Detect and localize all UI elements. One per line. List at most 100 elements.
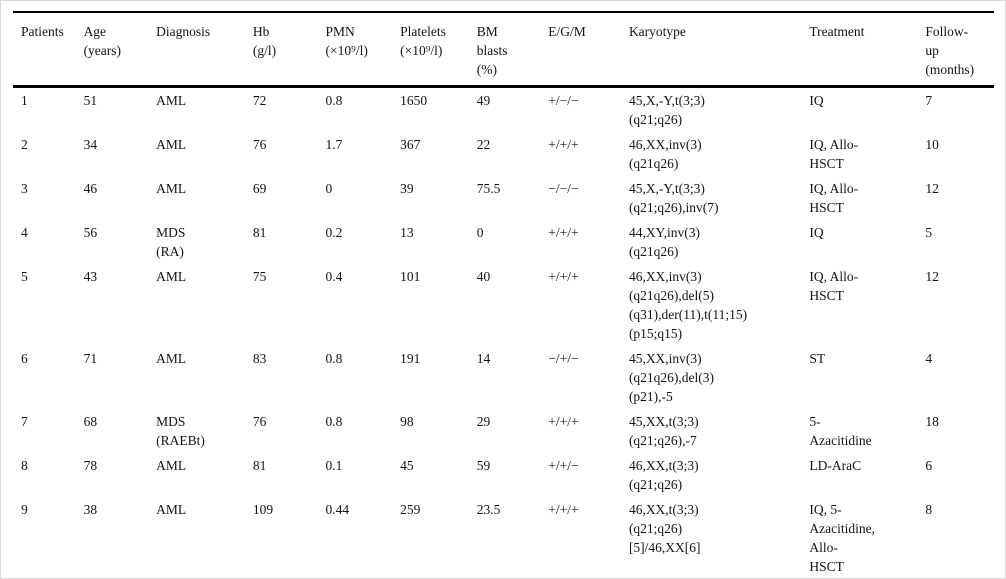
cell-pmn: 0 [325, 181, 333, 196]
cell-bm_blasts: 40 [476, 269, 491, 284]
cell-hb: 69 [252, 181, 267, 196]
cell-egm: +/+/+ [548, 414, 579, 429]
cell-platelets: 45 [400, 458, 414, 473]
cell-patients: 8 [21, 458, 28, 473]
cell-diagnosis: AML [156, 269, 187, 284]
column-header-age: Age (years) [83, 12, 157, 88]
cell-karyotype: 46,XX,inv(3) (q21q26),del(5) (q31),der(1… [628, 269, 748, 341]
column-header-patients: Patients [13, 12, 84, 88]
column-header-bm-blasts: BM blasts (%) [476, 12, 549, 88]
table-row: 9 38 AML 109 0.44 259 23.5 +/+/+ 46,XX,t(3;3) (q… [13, 497, 994, 578]
cell-patients: 9 [21, 502, 28, 517]
table-body: 1 51 AML 72 0.8 1650 49 +/−/− 45,X,-Y,t(3;3) (q2… [13, 87, 994, 579]
column-header-egm: E/G/M [548, 12, 629, 88]
cell-egm: −/+/− [548, 351, 579, 366]
cell-platelets: 98 [400, 414, 414, 429]
cell-hb: 75 [252, 269, 267, 284]
cell-treatment: IQ, Allo- HSCT [809, 181, 859, 215]
table-row: 7 68 MDS (RAEBt) 76 0.8 98 29 +/+/+ 45,XX,t(3;3)… [13, 409, 994, 453]
cell-hb: 72 [252, 93, 267, 108]
cell-bm_blasts: 0 [476, 225, 484, 240]
cell-platelets: 191 [400, 351, 421, 366]
table-row: 8 78 AML 81 0.1 45 59 +/+/− 46,XX,t(3;3) (q21;q2… [13, 453, 994, 497]
cell-patients: 3 [21, 181, 28, 196]
table-header: Patients Age (years) Diagnosis Hb (g/l) … [13, 12, 994, 88]
cell-karyotype: 46,XX,inv(3) (q21q26) [628, 137, 702, 171]
cell-karyotype: 44,XY,inv(3) (q21q26) [628, 225, 700, 259]
cell-hb: 83 [252, 351, 267, 366]
cell-treatment: 5- Azacitidine [809, 414, 872, 448]
cell-hb: 81 [252, 225, 267, 240]
cell-pmn: 0.2 [325, 225, 343, 240]
cell-pmn: 0.4 [325, 269, 343, 284]
cell-karyotype: 46,XX,t(3;3) (q21;q26) [5]/46,XX[6] [628, 502, 701, 555]
cell-diagnosis: AML [156, 93, 187, 108]
cell-bm_blasts: 59 [476, 458, 491, 473]
cell-egm: +/+/− [548, 458, 579, 473]
cell-platelets: 259 [400, 502, 421, 517]
column-header-followup: Follow- up (months) [925, 12, 994, 88]
cell-age: 68 [83, 414, 98, 429]
cell-age: 43 [83, 269, 98, 284]
cell-diagnosis: AML [156, 137, 187, 152]
cell-patients: 7 [21, 414, 28, 429]
cell-platelets: 367 [400, 137, 421, 152]
table-row: 5 43 AML 75 0.4 101 40 +/+/+ 46,XX,inv(3) (q21q2… [13, 264, 994, 346]
cell-followup: 12 [925, 181, 939, 196]
cell-treatment: ST [809, 351, 826, 366]
cell-patients: 1 [21, 93, 28, 108]
cell-followup: 12 [925, 269, 939, 284]
cell-bm_blasts: 22 [476, 137, 491, 152]
cell-karyotype: 46,XX,t(3;3) (q21;q26) [628, 458, 699, 492]
cell-diagnosis: AML [156, 181, 187, 196]
header-row: Patients Age (years) Diagnosis Hb (g/l) … [13, 12, 994, 88]
cell-karyotype: 45,X,-Y,t(3;3) (q21;q26),inv(7) [628, 181, 719, 215]
cell-pmn: 0.8 [325, 414, 343, 429]
cell-followup: 6 [925, 458, 933, 473]
cell-egm: +/−/− [548, 93, 579, 108]
cell-followup: 7 [925, 93, 933, 108]
cell-treatment: IQ [809, 225, 824, 240]
cell-bm_blasts: 75.5 [476, 181, 501, 196]
cell-egm: +/+/+ [548, 225, 579, 240]
cell-age: 46 [83, 181, 98, 196]
cell-diagnosis: AML [156, 458, 187, 473]
cell-bm_blasts: 49 [476, 93, 491, 108]
cell-bm_blasts: 14 [476, 351, 491, 366]
cell-pmn: 0.44 [325, 502, 350, 517]
cell-diagnosis: MDS (RA) [156, 225, 186, 259]
cell-pmn: 0.8 [325, 93, 343, 108]
cell-bm_blasts: 23.5 [476, 502, 501, 517]
cell-pmn: 0.1 [325, 458, 343, 473]
cell-platelets: 1650 [400, 93, 428, 108]
cell-platelets: 101 [400, 269, 421, 284]
column-header-platelets: Platelets (×10⁹/l) [400, 12, 477, 88]
column-header-diagnosis: Diagnosis [156, 12, 253, 88]
table-row: 2 34 AML 76 1.7 367 22 +/+/+ 46,XX,inv(3) (q21q2… [13, 132, 994, 176]
cell-hb: 81 [252, 458, 267, 473]
cell-treatment: IQ, 5- Azacitidine, Allo- HSCT [809, 502, 876, 574]
cell-followup: 8 [925, 502, 933, 517]
cell-followup: 18 [925, 414, 939, 429]
cell-age: 51 [83, 93, 98, 108]
cell-hb: 76 [252, 137, 267, 152]
cell-egm: +/+/+ [548, 502, 579, 517]
cell-egm: +/+/+ [548, 137, 579, 152]
cell-treatment: IQ, Allo- HSCT [809, 269, 859, 303]
cell-platelets: 39 [400, 181, 414, 196]
cell-treatment: IQ [809, 93, 824, 108]
cell-karyotype: 45,XX,t(3;3) (q21;q26),-7 [628, 414, 699, 448]
column-header-hb: Hb (g/l) [252, 12, 326, 88]
cell-patients: 2 [21, 137, 28, 152]
cell-followup: 10 [925, 137, 939, 152]
cell-age: 56 [83, 225, 98, 240]
cell-followup: 4 [925, 351, 933, 366]
table-row: 3 46 AML 69 0 39 75.5 −/−/− 45,X,-Y,t(3;3) (q21;… [13, 176, 994, 220]
cell-hb: 76 [252, 414, 267, 429]
cell-karyotype: 45,XX,inv(3) (q21q26),del(3) (p21),-5 [628, 351, 715, 404]
cell-pmn: 0.8 [325, 351, 343, 366]
cell-age: 38 [83, 502, 98, 517]
cell-followup: 5 [925, 225, 933, 240]
table-row: 1 51 AML 72 0.8 1650 49 +/−/− 45,X,-Y,t(3;3) (q2… [13, 87, 994, 133]
